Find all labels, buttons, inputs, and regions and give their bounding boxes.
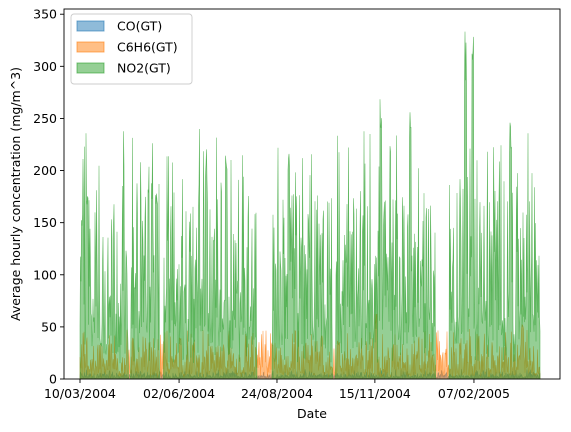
legend-label: CO(GT) [117,19,162,34]
y-tick-label: 350 [33,7,57,22]
y-axis: 0 50 100 150 200 250 300 350 [33,7,64,387]
legend-label: NO2(GT) [117,61,171,76]
x-tick-label: 02/06/2004 [143,386,215,401]
plot-frame [63,8,561,380]
y-tick-label: 100 [33,267,57,282]
y-tick-label: 0 [49,372,57,387]
y-tick-label: 300 [33,59,57,74]
legend-swatch [76,62,105,74]
legend-swatch [76,20,105,32]
y-tick-label: 200 [33,163,57,178]
x-tick-label: 15/11/2004 [339,386,411,401]
y-tick-label: 50 [41,319,57,334]
x-axis-label: Date [297,406,327,421]
legend-swatch [76,41,105,53]
legend-label: C6H6(GT) [117,40,178,55]
series-no2-gt- [79,31,541,380]
y-tick-label: 150 [33,215,57,230]
series-area [79,31,541,380]
y-axis-label: Average hourly concentration (mg/m^3) [8,67,23,321]
x-axis: 10/03/2004 02/06/2004 24/08/2004 15/11/2004… [44,379,510,401]
x-tick-label: 10/03/2004 [44,386,116,401]
legend: CO(GT) C6H6(GT) NO2(GT) [70,13,193,85]
x-tick-label: 07/02/2005 [438,386,510,401]
x-tick-label: 24/08/2004 [241,386,313,401]
y-tick-label: 250 [33,111,57,126]
